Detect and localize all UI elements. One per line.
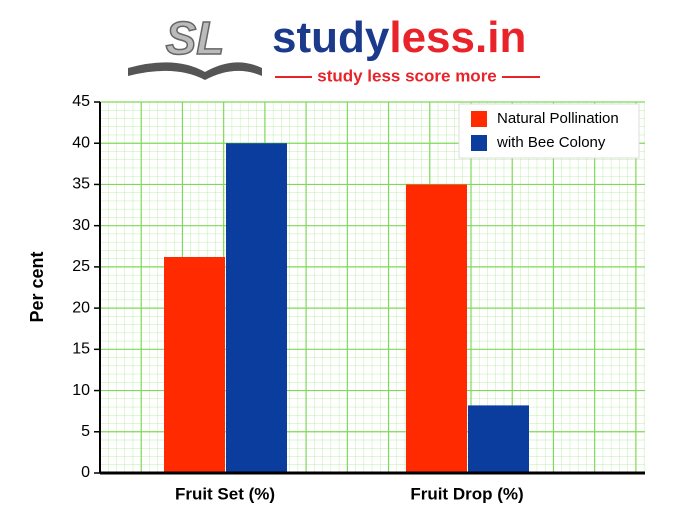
y-tick-label: 40 xyxy=(72,134,90,151)
bar xyxy=(406,184,467,473)
x-tick-label: Fruit Set (%) xyxy=(175,484,275,503)
y-tick-label: 35 xyxy=(72,176,90,193)
y-tick-label: 20 xyxy=(72,299,90,316)
x-tick-label: Fruit Drop (%) xyxy=(410,484,523,503)
y-tick-label: 15 xyxy=(72,341,90,358)
legend-label: Natural Pollination xyxy=(497,110,619,127)
logo-book xyxy=(128,62,262,80)
legend-swatch xyxy=(471,111,487,127)
bar xyxy=(226,143,287,473)
legend-box xyxy=(458,103,640,159)
logo-name-first: study xyxy=(272,13,390,62)
logo-tagline: study less score more xyxy=(317,66,497,85)
y-tick-label: 10 xyxy=(72,382,90,399)
bar xyxy=(468,405,529,473)
logo-name: studyless.in xyxy=(272,13,526,62)
bar xyxy=(164,256,225,473)
y-tick-label: 25 xyxy=(72,258,90,275)
logo-mark: SL xyxy=(166,12,225,64)
legend-swatch xyxy=(471,135,487,151)
y-tick-label: 45 xyxy=(72,93,90,110)
y-tick-label: 5 xyxy=(81,423,90,440)
y-tick-label: 0 xyxy=(81,464,90,481)
logo: SL studyless.in study less score more xyxy=(128,11,540,85)
y-axis-label: Per cent xyxy=(27,251,47,322)
logo-name-second: less.in xyxy=(389,13,526,62)
legend-label: with Bee Colony xyxy=(496,134,606,151)
y-tick-label: 30 xyxy=(72,217,90,234)
